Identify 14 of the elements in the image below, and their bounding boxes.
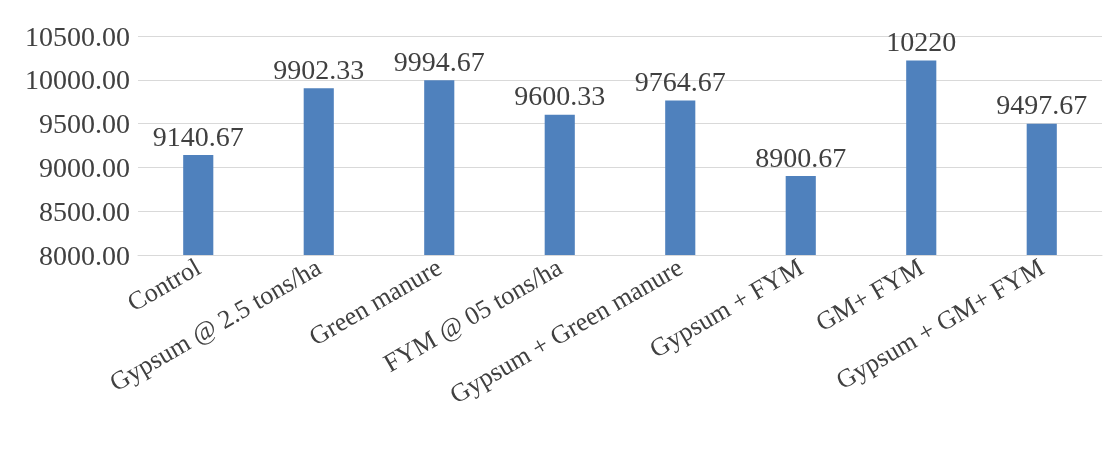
data-label: 9994.67 bbox=[393, 45, 485, 77]
y-tick-label: 8500.00 bbox=[39, 195, 130, 227]
data-label: 9902.33 bbox=[273, 53, 365, 85]
data-label: 9764.67 bbox=[634, 65, 726, 97]
data-label: 9600.33 bbox=[514, 80, 606, 112]
data-label: 9497.67 bbox=[996, 89, 1088, 121]
data-label: 8900.67 bbox=[755, 141, 847, 173]
data-label: 10220 bbox=[886, 26, 957, 58]
data-label: 9140.67 bbox=[152, 120, 244, 152]
y-tick-label: 10000.00 bbox=[25, 64, 130, 96]
y-tick-label: 8000.00 bbox=[39, 239, 130, 271]
y-tick-label: 9500.00 bbox=[39, 108, 130, 140]
y-tick-label: 10500.00 bbox=[25, 20, 130, 52]
y-tick-label: 9000.00 bbox=[39, 151, 130, 183]
